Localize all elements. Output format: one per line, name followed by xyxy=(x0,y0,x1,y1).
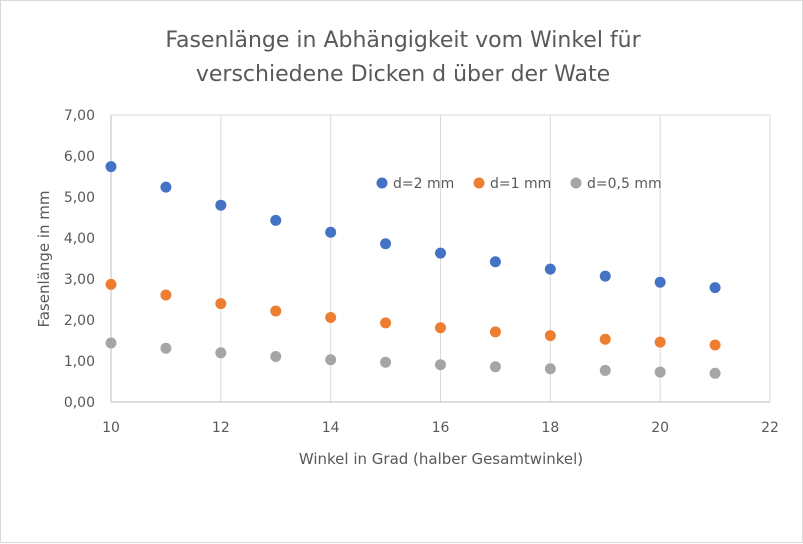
data-point-series-2 xyxy=(325,312,337,324)
chart-title-line-1: Fasenlänge in Abhängigkeit vom Winkel fü… xyxy=(165,28,641,53)
data-point-series-1 xyxy=(270,214,282,226)
data-point-series-3 xyxy=(215,347,227,359)
data-point-series-2 xyxy=(599,333,611,345)
y-tick-label: 0,00 xyxy=(64,395,95,411)
data-point-series-3 xyxy=(654,366,666,378)
data-points xyxy=(105,161,721,379)
data-point-series-1 xyxy=(709,282,721,294)
data-point-series-3 xyxy=(160,342,172,354)
data-point-series-1 xyxy=(380,238,392,250)
data-point-series-2 xyxy=(380,317,392,329)
data-point-series-3 xyxy=(709,367,721,379)
data-point-series-3 xyxy=(380,356,392,368)
legend-marker xyxy=(376,177,388,189)
data-point-series-1 xyxy=(160,181,172,193)
data-point-series-3 xyxy=(599,364,611,376)
y-tick-label: 4,00 xyxy=(64,231,95,247)
data-point-series-3 xyxy=(489,361,501,373)
data-point-series-2 xyxy=(489,326,501,338)
data-point-series-2 xyxy=(160,289,172,301)
legend-label: d=2 mm xyxy=(393,176,454,192)
x-tick-label: 10 xyxy=(102,420,120,436)
data-point-series-2 xyxy=(544,330,556,342)
y-tick-label: 5,00 xyxy=(64,190,95,206)
chart-title: Fasenlänge in Abhängigkeit vom Winkel fü… xyxy=(165,28,641,87)
y-tick-label: 2,00 xyxy=(64,313,95,329)
y-tick-label: 7,00 xyxy=(64,108,95,124)
data-point-series-2 xyxy=(215,298,227,310)
data-point-series-1 xyxy=(215,199,227,211)
legend: d=2 mm d=1 mm d=0,5 mm xyxy=(376,176,662,192)
x-tick-label: 20 xyxy=(651,420,669,436)
data-point-series-2 xyxy=(435,322,446,334)
data-point-series-1 xyxy=(544,263,556,275)
y-tick-label: 6,00 xyxy=(64,149,95,165)
data-point-series-3 xyxy=(435,359,446,371)
legend-marker xyxy=(570,177,582,189)
grid-lines xyxy=(111,114,771,402)
x-axis-title: Winkel in Grad (halber Gesamtwinkel) xyxy=(299,450,583,468)
data-point-series-3 xyxy=(544,363,556,375)
data-point-series-1 xyxy=(105,161,117,173)
data-point-series-3 xyxy=(270,350,282,362)
data-point-series-2 xyxy=(709,339,721,351)
chart-title-line-2: verschiedene Dicken d über der Wate xyxy=(196,62,610,87)
x-tick-label: 16 xyxy=(432,420,450,436)
data-point-series-3 xyxy=(105,337,117,349)
data-point-series-1 xyxy=(599,270,611,282)
y-tick-label: 1,00 xyxy=(64,354,95,370)
data-point-series-3 xyxy=(325,354,337,366)
legend-label: d=1 mm xyxy=(490,176,551,192)
data-point-series-1 xyxy=(654,276,666,288)
legend-marker xyxy=(473,177,485,189)
x-tick-label: 22 xyxy=(761,420,779,436)
data-point-series-1 xyxy=(435,247,446,259)
y-tick-label: 3,00 xyxy=(64,272,95,288)
data-point-series-1 xyxy=(325,226,337,238)
data-point-series-2 xyxy=(654,336,666,348)
data-point-series-2 xyxy=(105,278,117,290)
x-tick-label: 18 xyxy=(541,420,559,436)
tick-labels: 0,00 1,00 2,00 3,00 4,00 5,00 6,00 7,00 10 12 14 16… xyxy=(64,108,779,436)
y-axis-title: Fasenlänge in mm xyxy=(35,190,53,327)
x-tick-label: 12 xyxy=(212,420,230,436)
data-point-series-1 xyxy=(489,256,501,268)
legend-label: d=0,5 mm xyxy=(587,176,662,192)
x-tick-label: 14 xyxy=(322,420,340,436)
data-point-series-2 xyxy=(270,305,282,317)
